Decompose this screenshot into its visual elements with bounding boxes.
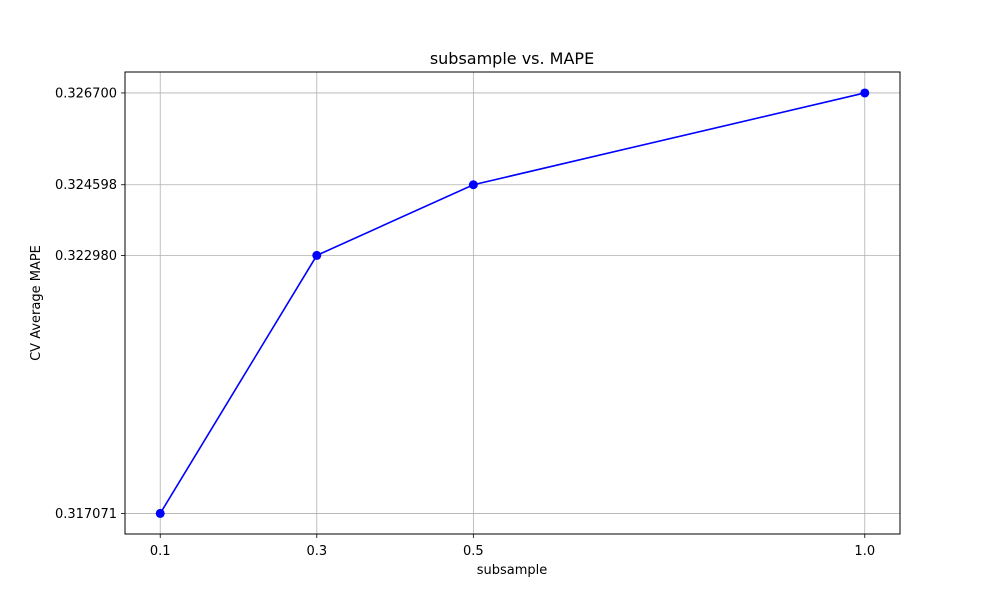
x-tick-label: 0.5 bbox=[463, 544, 484, 559]
x-axis-label: subsample bbox=[477, 563, 548, 578]
y-axis-ticks: 0.317071 0.322980 0.324598 0.326700 bbox=[55, 86, 125, 522]
x-tick-label: 1.0 bbox=[854, 544, 875, 559]
plot-frame bbox=[124, 71, 901, 535]
y-axis-label: CV Average MAPE bbox=[29, 245, 44, 361]
x-tick-label: 0.1 bbox=[150, 544, 171, 559]
grid-lines bbox=[125, 72, 900, 534]
series-line bbox=[159, 92, 865, 514]
data-point bbox=[468, 180, 478, 190]
x-tick-label: 0.3 bbox=[306, 544, 327, 559]
y-tick-label: 0.324598 bbox=[55, 178, 117, 193]
y-tick-label: 0.317071 bbox=[55, 507, 117, 522]
data-point bbox=[312, 250, 322, 260]
chart-title: subsample vs. MAPE bbox=[430, 49, 594, 68]
data-point bbox=[155, 508, 165, 518]
y-tick-label: 0.326700 bbox=[55, 86, 117, 101]
data-point bbox=[860, 88, 870, 98]
x-axis-ticks: 0.1 0.3 0.5 1.0 bbox=[150, 534, 875, 559]
series-layer bbox=[155, 88, 870, 518]
y-tick-label: 0.322980 bbox=[55, 249, 117, 264]
